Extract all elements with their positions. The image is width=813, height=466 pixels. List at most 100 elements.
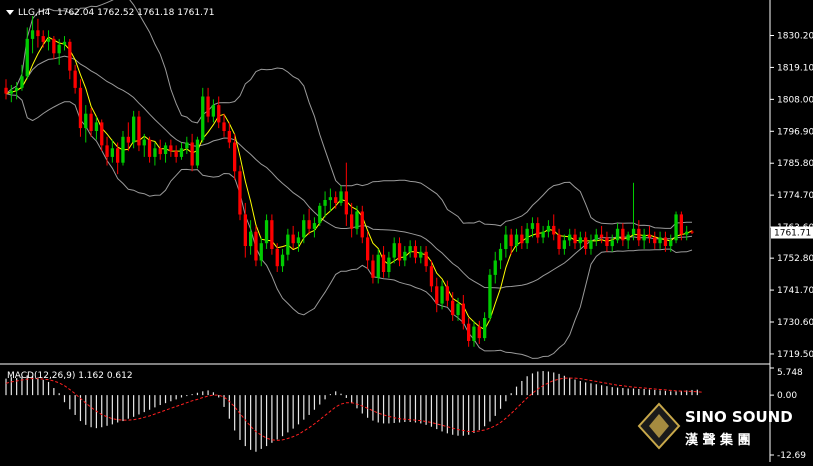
candle [121, 131, 125, 166]
candle-body [397, 243, 402, 261]
candle [211, 99, 215, 123]
candle [493, 251, 497, 284]
candle [84, 105, 88, 143]
candle-body [25, 38, 29, 77]
candle-body [366, 237, 370, 261]
y-tick-label: 1741.70 [777, 286, 813, 296]
symbol-dropdown-icon[interactable] [6, 10, 14, 15]
candle [62, 36, 67, 51]
candle [483, 312, 487, 341]
candle [674, 211, 678, 244]
candle [100, 119, 104, 152]
candle [46, 30, 51, 51]
candle-body [307, 220, 311, 229]
candle [227, 122, 231, 149]
candle-body [626, 234, 630, 241]
candle [509, 228, 513, 255]
candle [631, 182, 636, 241]
candle [312, 217, 317, 238]
candle [126, 122, 130, 152]
candle [280, 248, 285, 272]
candle-body [147, 139, 152, 157]
candle [243, 202, 247, 258]
candle-body [562, 240, 566, 249]
candle [541, 225, 545, 244]
candle-body [84, 113, 88, 129]
chart-frame [0, 0, 771, 462]
candle-body [504, 234, 508, 249]
candle [520, 225, 524, 249]
candle [477, 320, 481, 344]
candle-body [126, 136, 130, 143]
candle [355, 205, 359, 235]
candle-body [679, 214, 683, 235]
candle-body [355, 211, 359, 229]
candle [658, 231, 662, 249]
candle [419, 246, 423, 264]
candle-body [445, 286, 449, 301]
candle-body [328, 197, 332, 201]
candle [249, 220, 253, 255]
candle [605, 231, 609, 252]
candle-body [73, 70, 77, 88]
candle [334, 191, 338, 209]
candle [286, 228, 290, 261]
candle [488, 269, 492, 321]
candle-body [4, 87, 8, 94]
macd-signal-line [5, 377, 703, 441]
candle-body [413, 246, 418, 258]
candle [424, 246, 428, 272]
candle [429, 260, 434, 293]
candle [653, 231, 657, 249]
candle-body [568, 234, 572, 241]
candle-body [429, 266, 434, 287]
candle [132, 110, 136, 149]
candle [594, 228, 598, 247]
candle [169, 139, 173, 157]
candle [339, 185, 343, 206]
candle [610, 234, 614, 252]
candle-body [387, 257, 391, 272]
candle-body [483, 318, 487, 339]
candle [302, 214, 306, 244]
candle-body [36, 30, 40, 37]
candle [142, 133, 146, 157]
candle-body [233, 142, 237, 172]
candle-body [238, 171, 242, 215]
candle-body [573, 234, 577, 244]
candle-body [451, 300, 455, 316]
symbol-label: LLG,H4 [18, 8, 51, 18]
bollinger-middle-line [5, 55, 693, 289]
candle-body [690, 231, 694, 233]
candle [669, 234, 673, 252]
candle [57, 38, 61, 65]
candle-body [653, 237, 657, 244]
candle-body [15, 87, 19, 91]
price-axis: 1830.20 1819.10 1808.00 1796.90 1785.80 1774.… [770, 31, 813, 360]
candle-body [642, 234, 646, 241]
candle-body [243, 214, 247, 246]
candle-body [142, 139, 146, 146]
candle [163, 142, 168, 163]
candle [642, 228, 646, 249]
candle-body [674, 214, 678, 241]
candle [217, 96, 221, 129]
candle [41, 30, 45, 48]
candle [637, 220, 641, 247]
candle [530, 217, 535, 238]
candle-body [30, 30, 35, 39]
candle [238, 165, 242, 221]
chart-labels: LLG,H4 1762.04 1762.52 1761.18 1761.71 M… [6, 8, 214, 381]
candle-body [323, 200, 327, 206]
candle-body [94, 122, 99, 131]
candle [461, 294, 465, 330]
candle-body [100, 122, 104, 146]
candle-body [360, 211, 364, 238]
candle-body [371, 260, 375, 278]
candle-body [259, 243, 263, 261]
candle-body [637, 228, 641, 241]
candle [318, 202, 322, 226]
last-price-tag [771, 226, 813, 239]
candle-body [461, 303, 465, 324]
